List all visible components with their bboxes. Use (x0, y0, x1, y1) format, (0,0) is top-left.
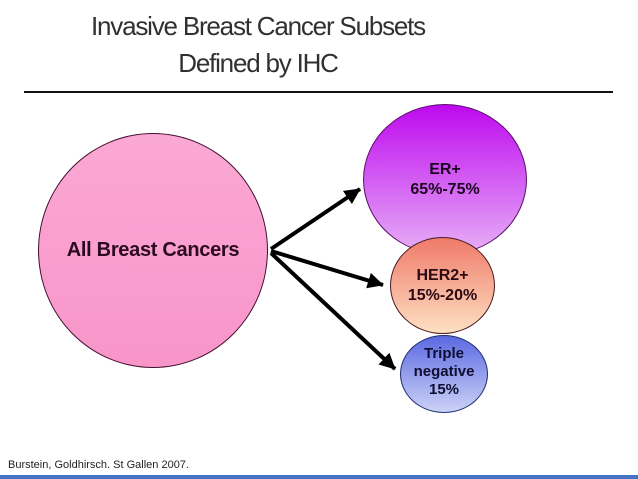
triple-negative-label-line1: Triple (423, 345, 464, 362)
arrow-to-triple-negative (269, 251, 397, 371)
title-line-1: Invasive Breast Cancer Subsets (91, 11, 426, 41)
er-positive-percentage: 65%-75% (410, 180, 480, 198)
her2-positive-label: HER2+ (416, 266, 469, 284)
arrow-to-er-positive (269, 187, 362, 251)
er-positive-circle: ER+ 65%-75% (363, 104, 527, 255)
arrow-to-her2-positive (270, 249, 384, 289)
all-breast-cancers-label: All Breast Cancers (66, 239, 240, 261)
triple-negative-circle: Triple negative 15% (400, 335, 488, 413)
triple-negative-label-line2: negative (413, 363, 475, 380)
citation-text: Burstein, Goldhirsch. St Gallen 2007. (8, 459, 189, 471)
er-positive-label: ER+ (429, 160, 461, 178)
triple-negative-percentage: 15% (428, 381, 460, 398)
her2-positive-percentage: 15%-20% (407, 286, 478, 304)
her2-positive-circle: HER2+ 15%-20% (390, 237, 495, 334)
slide-title: Invasive Breast Cancer Subsets Defined b… (0, 8, 516, 82)
bottom-accent-bar (0, 475, 638, 479)
title-line-2: Defined by IHC (178, 48, 339, 78)
title-underline-rule (24, 91, 613, 93)
all-breast-cancers-circle: All Breast Cancers (38, 133, 268, 368)
